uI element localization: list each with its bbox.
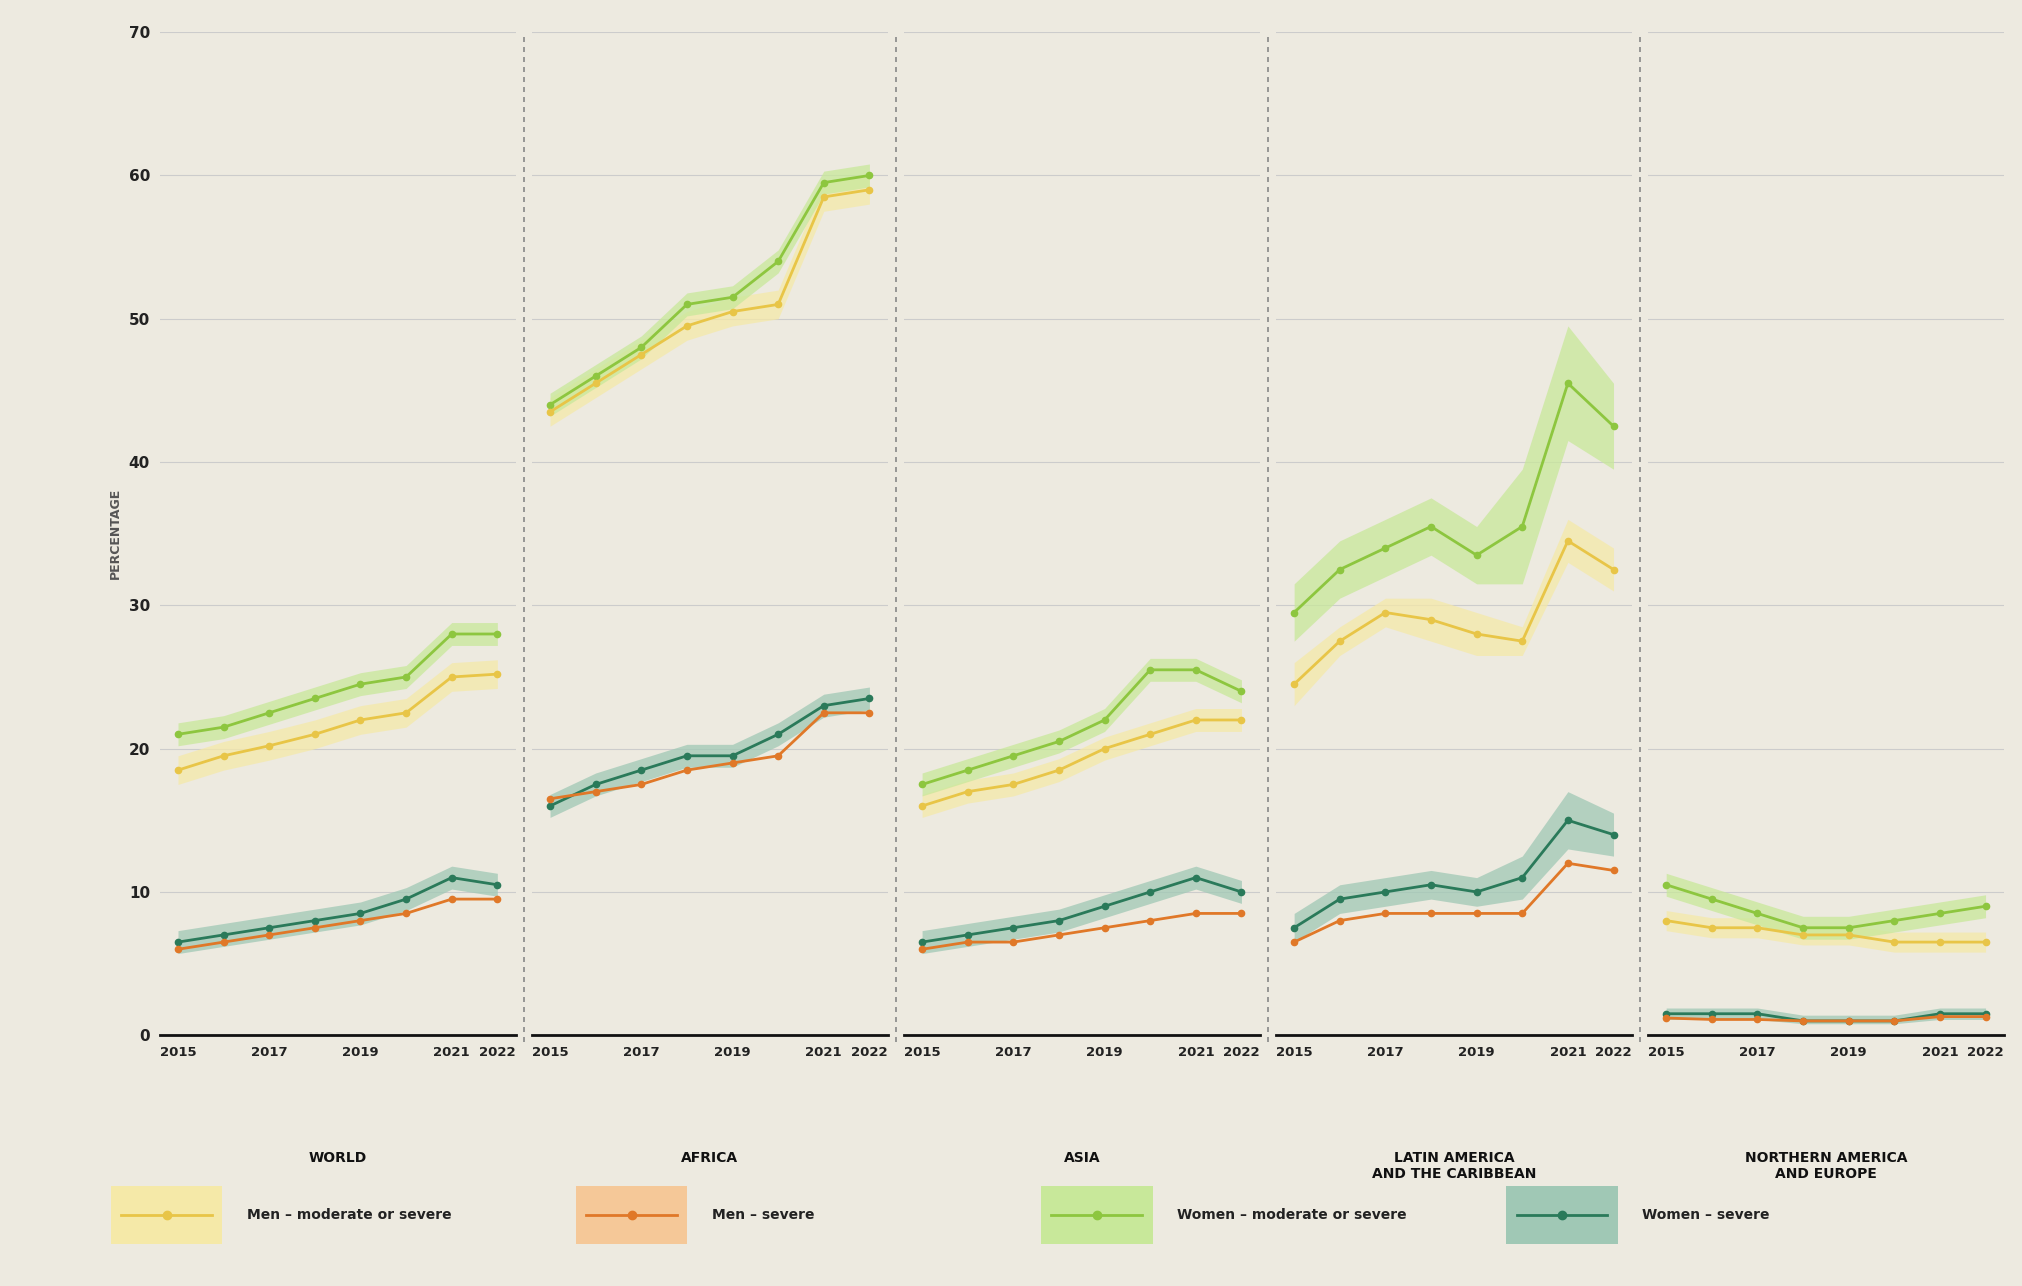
Text: ASIA: ASIA bbox=[1064, 1151, 1100, 1165]
Text: LATIN AMERICA
AND THE CARIBBEAN: LATIN AMERICA AND THE CARIBBEAN bbox=[1371, 1151, 1537, 1181]
Text: WORLD: WORLD bbox=[309, 1151, 366, 1165]
Text: Women – moderate or severe: Women – moderate or severe bbox=[1177, 1209, 1407, 1222]
Text: Men – moderate or severe: Men – moderate or severe bbox=[247, 1209, 451, 1222]
Text: AFRICA: AFRICA bbox=[681, 1151, 738, 1165]
Text: NORTHERN AMERICA
AND EUROPE: NORTHERN AMERICA AND EUROPE bbox=[1745, 1151, 1907, 1181]
Y-axis label: PERCENTAGE: PERCENTAGE bbox=[109, 489, 121, 579]
Text: Men – severe: Men – severe bbox=[712, 1209, 815, 1222]
Text: Women – severe: Women – severe bbox=[1642, 1209, 1769, 1222]
